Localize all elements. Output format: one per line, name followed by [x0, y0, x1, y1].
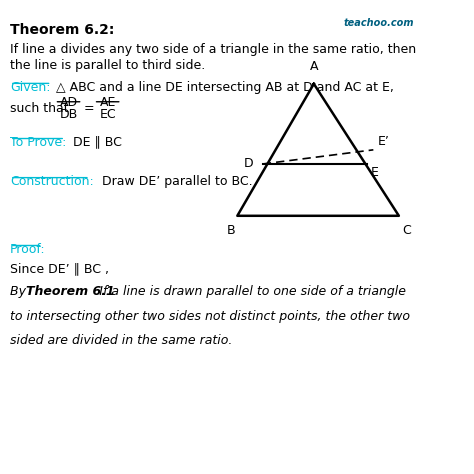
Text: B: B	[227, 224, 235, 237]
Text: Given:: Given:	[10, 81, 50, 93]
Text: To Prove:: To Prove:	[10, 136, 66, 149]
Text: :If a line is drawn parallel to one side of a triangle: :If a line is drawn parallel to one side…	[91, 285, 406, 298]
Text: E: E	[370, 166, 378, 179]
Text: By: By	[10, 285, 30, 298]
Text: Construction:: Construction:	[10, 175, 94, 188]
Text: DB: DB	[59, 108, 78, 121]
Text: =: =	[84, 102, 95, 115]
Text: such that: such that	[10, 102, 73, 115]
Text: D: D	[244, 157, 254, 171]
Text: to intersecting other two sides not distinct points, the other two: to intersecting other two sides not dist…	[10, 310, 410, 323]
Text: Since DE’ ∥ BC ,: Since DE’ ∥ BC ,	[10, 262, 109, 275]
Text: △ ABC and a line DE intersecting AB at D and AC at E,: △ ABC and a line DE intersecting AB at D…	[52, 81, 393, 93]
Text: EC: EC	[100, 108, 116, 121]
Text: E’: E’	[378, 135, 390, 148]
Text: Proof:: Proof:	[10, 243, 46, 255]
Text: the line is parallel to third side.: the line is parallel to third side.	[10, 59, 205, 72]
Text: A: A	[310, 61, 318, 73]
Text: AE: AE	[100, 96, 116, 109]
Text: Draw DE’ parallel to BC.: Draw DE’ parallel to BC.	[90, 175, 253, 188]
Text: Theorem 6.1: Theorem 6.1	[26, 285, 114, 298]
Text: AD: AD	[60, 96, 78, 109]
Text: If line a divides any two side of a triangle in the same ratio, then: If line a divides any two side of a tria…	[10, 43, 416, 56]
Text: C: C	[402, 224, 411, 237]
Text: DE ∥ BC: DE ∥ BC	[65, 136, 122, 149]
Text: teachoo.com: teachoo.com	[343, 18, 414, 28]
Text: sided are divided in the same ratio.: sided are divided in the same ratio.	[10, 334, 232, 347]
Text: Theorem 6.2:: Theorem 6.2:	[10, 23, 114, 36]
